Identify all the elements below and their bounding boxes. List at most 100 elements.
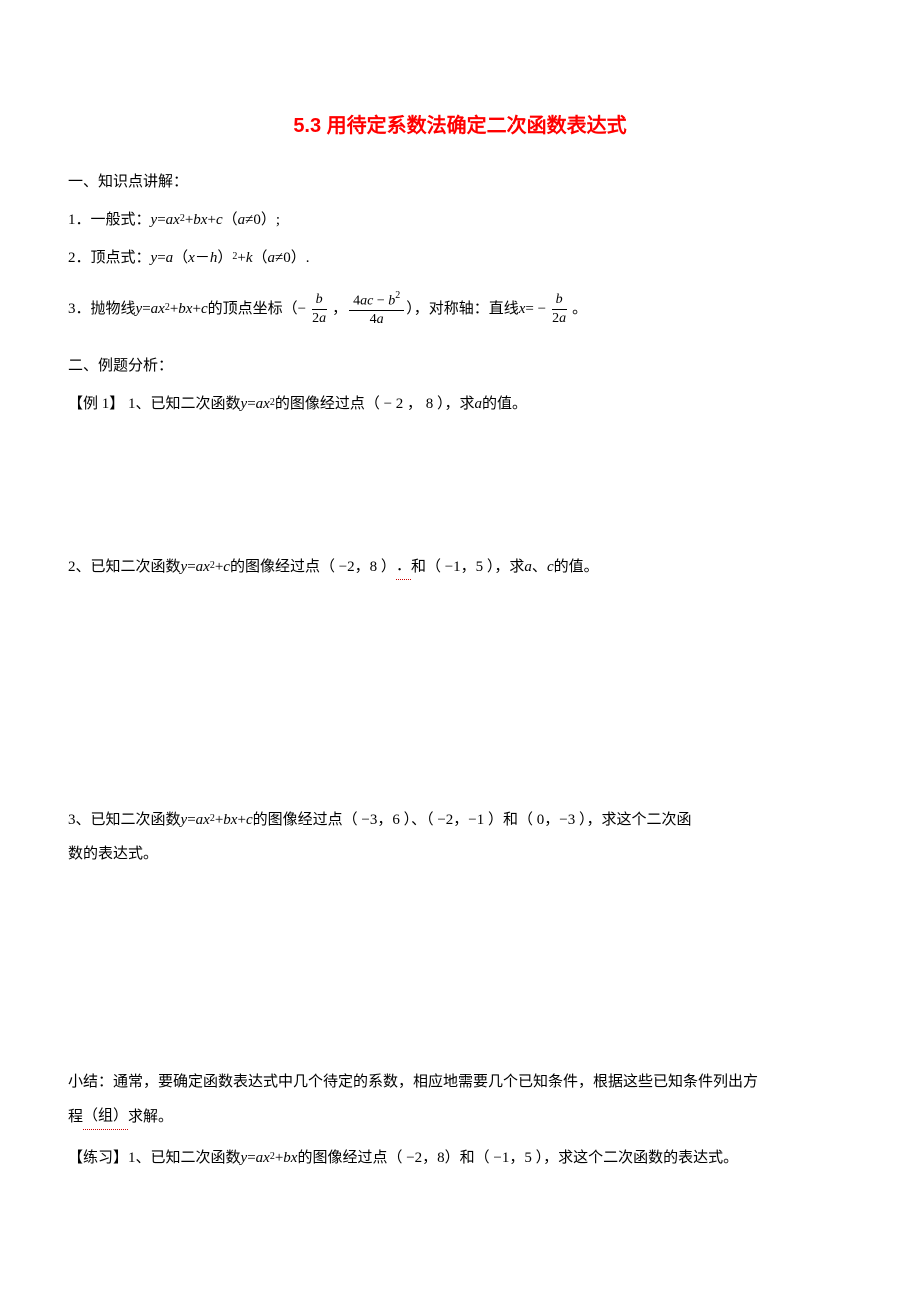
item1-ax: ax bbox=[166, 208, 180, 232]
item3-c: c bbox=[201, 297, 208, 321]
item3-axis-x: x bbox=[519, 297, 526, 321]
item1-cond-neq: ≠0）; bbox=[245, 208, 280, 232]
ex3-text2: 数的表达式。 bbox=[68, 842, 158, 866]
frac3-den: 2a bbox=[548, 310, 570, 326]
ex3-eq: = bbox=[187, 808, 195, 832]
item1-eq: = bbox=[157, 208, 165, 232]
summary-line1: 小结：通常，要确定函数表达式中几个待定的系数，相应地需要几个已知条件，根据这些已… bbox=[68, 1070, 852, 1094]
item3-period: 。 bbox=[572, 297, 587, 321]
ex3-plus1: + bbox=[215, 808, 223, 832]
frac2-num: 4ac − b2 bbox=[349, 291, 404, 311]
practice1: 【练习】1、已知二次函数 y = ax2 + bx 的图像经过点（ −2，8）和… bbox=[68, 1146, 852, 1170]
practice-sq: 2 bbox=[270, 1149, 275, 1165]
item2-eq: = bbox=[157, 246, 165, 270]
ex1-label: 【例 1】 1、已知二次函数 bbox=[68, 392, 241, 416]
item1-bx: bx bbox=[193, 208, 207, 232]
item3-plus1: + bbox=[170, 297, 178, 321]
item2-sq: 2 bbox=[232, 249, 237, 265]
item1-sq: 2 bbox=[180, 211, 185, 227]
ex2-y: y bbox=[181, 555, 188, 579]
item3-sq1: 2 bbox=[165, 300, 170, 316]
knowledge-item3: 3．抛物线 y = ax2 + bx + c 的顶点坐标（ − b 2a ， 4… bbox=[68, 284, 852, 334]
ex2-sq: 2 bbox=[210, 558, 215, 574]
item1-cond-a: a bbox=[238, 208, 246, 232]
fraction-b-2a-1: b 2a bbox=[308, 292, 330, 326]
item1-y: y bbox=[151, 208, 158, 232]
item3-plus2: + bbox=[192, 297, 200, 321]
item3-neg1: − bbox=[298, 297, 306, 321]
item3-close: ），对称轴：直线 bbox=[406, 297, 519, 321]
fraction-4ac-b2: 4ac − b2 4a bbox=[349, 291, 404, 327]
summary-text2c: 求解。 bbox=[128, 1105, 173, 1129]
summary-text2a: 程 bbox=[68, 1105, 83, 1129]
section2-heading: 二、例题分析： bbox=[68, 354, 852, 378]
ex2-label: 2、已知二次函数 bbox=[68, 555, 181, 579]
ex2-dot-mark: ． bbox=[396, 554, 411, 580]
item3-eq: = bbox=[142, 297, 150, 321]
item2-k: k bbox=[246, 246, 253, 270]
item3-comma: ， bbox=[332, 297, 347, 321]
item1-c: c bbox=[216, 208, 223, 232]
summary-line2: 程 （组） 求解。 bbox=[68, 1104, 852, 1130]
item1-plus2: + bbox=[207, 208, 215, 232]
ex1-ax: ax bbox=[256, 392, 270, 416]
item3-prefix: 3．抛物线 bbox=[68, 297, 136, 321]
item1-cond-open: （ bbox=[223, 208, 238, 232]
workspace-gap-1 bbox=[68, 424, 852, 554]
workspace-gap-2 bbox=[68, 588, 852, 808]
item2-close: ） bbox=[217, 246, 232, 270]
frac1-den: 2a bbox=[308, 310, 330, 326]
ex2-c: c bbox=[223, 555, 230, 579]
ex3-label: 3、已知二次函数 bbox=[68, 808, 181, 832]
practice-y: y bbox=[241, 1146, 248, 1170]
ex3-y: y bbox=[181, 808, 188, 832]
item1-prefix: 1．一般式： bbox=[68, 208, 151, 232]
section1-heading: 一、知识点讲解： bbox=[68, 170, 852, 194]
fraction-b-2a-2: b 2a bbox=[548, 292, 570, 326]
item3-vertex-label: 的顶点坐标（ bbox=[208, 297, 298, 321]
practice-text: 的图像经过点（ −2，8）和（ −1，5 ），求这个二次函数的表达式。 bbox=[297, 1146, 738, 1170]
item3-ax: ax bbox=[151, 297, 165, 321]
example2: 2、已知二次函数 y = ax2 + c 的图像经过点（ −2，8 ） ． 和（… bbox=[68, 554, 852, 580]
practice-bx: bx bbox=[283, 1146, 297, 1170]
ex1-sq: 2 bbox=[270, 395, 275, 411]
example3-line2: 数的表达式。 bbox=[68, 842, 852, 866]
ex3-bx: bx bbox=[223, 808, 237, 832]
knowledge-item1: 1．一般式： y = ax2 + bx + c （ a ≠0）; bbox=[68, 208, 852, 232]
ex2-sep: 、 bbox=[532, 555, 547, 579]
knowledge-item2: 2．顶点式： y = a （ x － h ） 2 + k （ a ≠0）. bbox=[68, 246, 852, 270]
summary-text1: 小结：通常，要确定函数表达式中几个待定的系数，相应地需要几个已知条件，根据这些已… bbox=[68, 1070, 758, 1094]
ex1-text: 的图像经过点（ − 2 ， 8 ），求 bbox=[275, 392, 475, 416]
frac3-num: b bbox=[552, 292, 567, 309]
summary-text2b-dotted: （组） bbox=[83, 1104, 128, 1130]
ex2-end: 的值。 bbox=[554, 555, 599, 579]
ex2-eq: = bbox=[187, 555, 195, 579]
item2-h: h bbox=[210, 246, 218, 270]
item3-bx: bx bbox=[178, 297, 192, 321]
practice-eq: = bbox=[247, 1146, 255, 1170]
ex2-a: a bbox=[524, 555, 532, 579]
item2-y: y bbox=[151, 246, 158, 270]
document-title: 5.3 用待定系数法确定二次函数表达式 bbox=[68, 110, 852, 142]
item2-cond-a: a bbox=[268, 246, 276, 270]
ex2-c2: c bbox=[547, 555, 554, 579]
ex3-text: 的图像经过点（ −3，6 ）、（ −2，−1 ）和（ 0，−3 ），求这个二次函 bbox=[253, 808, 692, 832]
item2-a: a bbox=[166, 246, 174, 270]
ex1-y: y bbox=[241, 392, 248, 416]
item3-axis-eq: = − bbox=[525, 297, 546, 321]
item2-cond-open: （ bbox=[253, 246, 268, 270]
ex1-a: a bbox=[475, 392, 483, 416]
item1-plus1: + bbox=[185, 208, 193, 232]
example3-line1: 3、已知二次函数 y = ax2 + bx + c 的图像经过点（ −3，6 ）… bbox=[68, 808, 852, 832]
ex2-plus: + bbox=[215, 555, 223, 579]
ex3-ax: ax bbox=[196, 808, 210, 832]
ex2-text2: 和（ −1，5 ），求 bbox=[411, 555, 524, 579]
ex2-ax: ax bbox=[196, 555, 210, 579]
item3-y: y bbox=[136, 297, 143, 321]
item2-minus: － bbox=[195, 246, 210, 270]
ex1-eq: = bbox=[247, 392, 255, 416]
heading2-text: 二、例题分析： bbox=[68, 354, 173, 378]
workspace-gap-3 bbox=[68, 880, 852, 1070]
example1: 【例 1】 1、已知二次函数 y = ax2 的图像经过点（ − 2 ， 8 ）… bbox=[68, 392, 852, 416]
item2-x: x bbox=[188, 246, 195, 270]
